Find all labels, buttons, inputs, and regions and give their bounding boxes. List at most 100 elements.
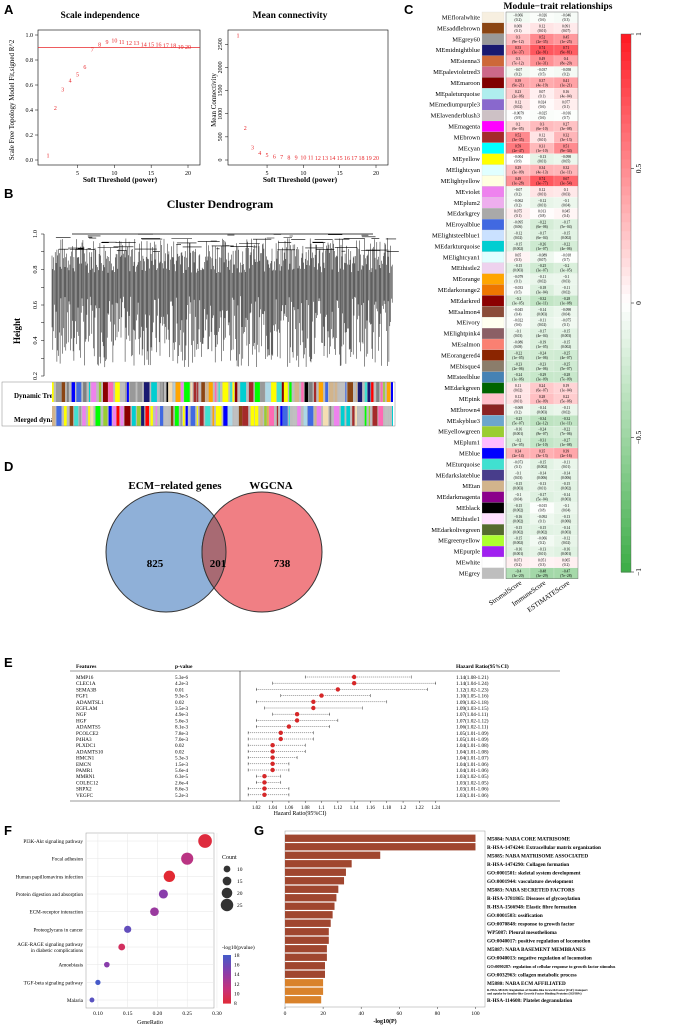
heatmap-cell-corr: −0.037 (537, 68, 547, 72)
heatmap-cell-corr: 0.19 (563, 384, 569, 388)
module-color-swatch (481, 480, 505, 492)
forest-hr-text: 1.04(1.01-1.06) (456, 767, 489, 774)
heatmap-cell-pvalue: (3e−13) (536, 454, 548, 458)
heatmap-cell-pvalue: (0.02) (538, 280, 547, 284)
dotplot-point (198, 834, 212, 848)
heatmap-cell-corr: −0.28 (562, 373, 571, 377)
dotplot-point (104, 961, 110, 968)
legend-tick-label: −1 (634, 568, 643, 576)
enrichment-bar (285, 919, 331, 927)
heatmap-cell-corr: −0.018 (561, 253, 571, 257)
venn-overlap-count: 201 (210, 558, 227, 570)
module-name: MEdarkgrey (447, 211, 481, 218)
connectivity-point-label: 11 (308, 156, 314, 162)
venn-overlap-lens (201, 515, 227, 589)
connectivity-point-label: 16 (344, 156, 350, 162)
heatmap-cell-pvalue: (0.8) (539, 509, 547, 513)
heatmap-cell-corr: −0.48 (538, 569, 547, 573)
heatmap-cell-pvalue: (1e−06) (512, 378, 524, 382)
forest-feature: COLEC12 (76, 780, 99, 786)
pvalue-legend-step (223, 955, 231, 958)
enrichment-label: GO:0001503: ossification (487, 913, 543, 919)
right-ytick-label: 2000 (218, 61, 224, 73)
heatmap-cell-corr: 0.52 (539, 35, 545, 39)
module-name: MEdarkolivegreen (431, 527, 480, 534)
module-row: MEgreenyellow −0.15(0.002) −0.066(0.2) −0.1… (438, 535, 579, 547)
module-color-swatch (481, 208, 505, 220)
heatmap-cell-corr: 0.45 (563, 35, 569, 39)
heatmap-cell-pvalue: (8e−20) (560, 62, 572, 66)
pvalue-legend-label: 18 (234, 953, 240, 959)
dotplot-term-label: Amoebiasis (59, 963, 84, 969)
heatmap-cell-pvalue: (6e−07) (536, 389, 548, 393)
connectivity-point-label: 3 (251, 145, 254, 151)
count-legend-label: 25 (237, 903, 243, 909)
heatmap-cell-corr: 0.74 (539, 177, 545, 181)
module-name: MEplum2 (454, 200, 480, 207)
pvalue-legend-label: 10 (234, 991, 240, 997)
module-color-swatch (481, 360, 505, 372)
forest-point (270, 755, 275, 760)
heatmap-cell-pvalue: (3e−29) (536, 574, 548, 578)
heatmap-cell-pvalue: (6e−05) (512, 127, 524, 131)
heatmap-cell-pvalue: (2e−06) (512, 367, 524, 371)
heatmap-cell-corr: −0.1 (563, 199, 570, 203)
heatmap-cell-pvalue: (0.04) (514, 498, 523, 502)
heatmap-cell-corr: −0.26 (538, 242, 547, 246)
forest-row: SRPX2 8.6e-3 1.03(1.01-1.06) (76, 786, 489, 793)
heatmap-cell-pvalue: (0.003) (561, 334, 572, 338)
heatmap-cell-pvalue: (2e−16) (560, 454, 572, 458)
module-color-swatch (481, 109, 505, 122)
dendrogram-ytick-label: 0.4 (32, 336, 39, 345)
forest-row: EGFLAM 3.5e-3 1.09(1.03-1.15) (76, 705, 489, 712)
heatmap-cell-corr: −0.19 (538, 341, 547, 345)
heatmap-cell-pvalue: (0.2) (563, 73, 571, 77)
module-row: MEpaleturquoise 0.23(2e−06) 0.07(0.1) 0.16(… (435, 88, 579, 100)
connectivity-point-label: 15 (337, 156, 343, 162)
heatmap-cell-corr: 0.11 (515, 384, 521, 388)
module-color-swatch (481, 175, 505, 187)
forest-hr-text: 1.03(1.01-1.06) (456, 792, 489, 799)
module-color-swatch (481, 99, 505, 111)
panel-a-right-xlabel: Soft Threshold (power) (263, 175, 338, 184)
heatmap-cell-corr: −0.15 (538, 526, 547, 530)
heatmap-cell-corr: 0.32 (563, 133, 569, 137)
connectivity-point-label: 20 (373, 156, 379, 162)
count-legend-label: 15 (237, 879, 243, 885)
module-color-swatch (481, 567, 505, 579)
left-ytick-label: 0.4 (26, 108, 34, 114)
heatmap-cell-corr: 0.53 (515, 46, 521, 50)
forest-feature: PCOLCE2 (76, 731, 99, 737)
pvalue-legend-step (223, 980, 231, 983)
heatmap-color-legend (620, 33, 632, 573)
module-name: MEplum1 (454, 440, 480, 447)
module-row: MElightsteelblue1 −0.12(0.02) −0.17(6e−04)… (432, 229, 579, 241)
dendrogram-merges (55, 233, 399, 252)
forest-point (270, 767, 275, 773)
forest-xtick-label: 1.18 (382, 806, 391, 811)
heatmap-cell-corr: −0.086 (513, 341, 523, 345)
right-xtick-label: 5 (266, 171, 269, 177)
forest-hr-text: 1.09(1.02-1.18) (456, 699, 489, 706)
heatmap-cell-corr: 0.024 (538, 101, 546, 105)
heatmap-cell-pvalue: (5e−04) (536, 498, 548, 502)
forest-row: PCOLCE2 7.8e-3 1.05(1.01-1.09) (76, 730, 489, 737)
heatmap-cell-corr: −0.32 (538, 297, 547, 301)
module-color-swatch (481, 447, 505, 459)
heatmap-cell-corr: −0.15 (562, 232, 571, 236)
module-name: MEgrey (459, 570, 481, 577)
heatmap-cell-corr: −0.046 (561, 14, 571, 18)
dendrogram-ytick-label: 0.2 (32, 372, 39, 380)
module-row: MEpurple −0.16(0.001)−0.13(0.01)−0.16(0.0… (454, 545, 579, 558)
forest-point (319, 693, 324, 698)
heatmap-cell-corr: 0.3 (516, 57, 521, 61)
panel-label-c: C (404, 2, 414, 17)
heatmap-cell-corr: −0.17 (538, 232, 547, 236)
enrichment-bar (285, 928, 329, 936)
enrichment-bar (285, 953, 327, 961)
forest-row: P4HA3 7.0e-3 1.05(1.01-1.09) (76, 736, 489, 743)
heatmap-cell-pvalue: (0.2) (563, 563, 571, 567)
heatmap-cell-corr: 0.52 (515, 133, 521, 137)
module-color-swatch (481, 88, 505, 100)
heatmap-cell-corr: −0.23 (514, 362, 523, 366)
